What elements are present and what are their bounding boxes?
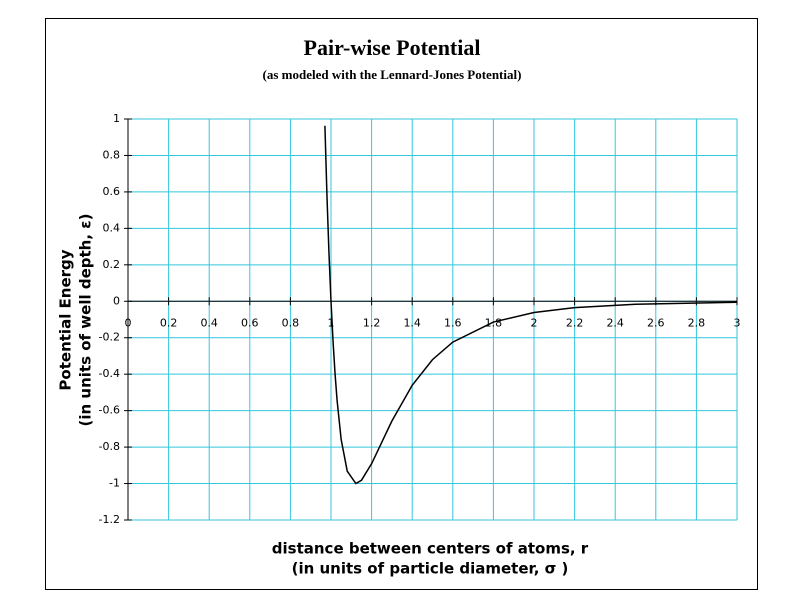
x-tick-label: 1 [328,316,335,329]
y-tick-label: 0 [113,294,120,307]
y-tick-label: -0.8 [99,440,120,453]
x-tick-label: 1.2 [363,316,381,329]
y-axis-label: Potential Energy [57,249,75,390]
y-tick-label: -1.2 [99,513,120,526]
x-tick-label: 3 [734,316,741,329]
y-axis-label: (in units of well depth, ε) [77,214,95,427]
y-tick-label: 0.4 [103,221,121,234]
data-line [324,125,738,485]
x-tick-label: 0.2 [160,316,178,329]
y-tick-label: 1 [113,112,120,125]
frame [45,18,758,590]
y-tick-label: -0.2 [99,331,120,344]
y-tick-label: 0.2 [103,258,121,271]
y-tick-label: 0.8 [103,148,121,161]
x-tick-label: 0.6 [241,316,259,329]
y-tick-label: -0.6 [99,404,120,417]
x-tick-label: 0.4 [200,316,218,329]
x-tick-label: 1.6 [444,316,462,329]
x-axis-label: (in units of particle diameter, σ ) [292,560,569,578]
x-tick-label: 2.4 [606,316,624,329]
y-tick-label: -0.4 [99,367,120,380]
x-tick-label: 2.2 [566,316,584,329]
x-tick-label: 2.6 [647,316,665,329]
x-axis-label: distance between centers of atoms, r [272,540,589,558]
chart-title: Pair-wise Potential [304,35,481,60]
x-tick-label: 2.8 [688,316,706,329]
x-tick-label: 2 [531,316,538,329]
y-tick-label: 0.6 [103,185,121,198]
x-tick-label: 0.8 [282,316,300,329]
x-tick-label: 1.4 [403,316,421,329]
chart-subtitle: (as modeled with the Lennard-Jones Poten… [263,67,522,82]
y-tick-label: -1 [109,477,120,490]
